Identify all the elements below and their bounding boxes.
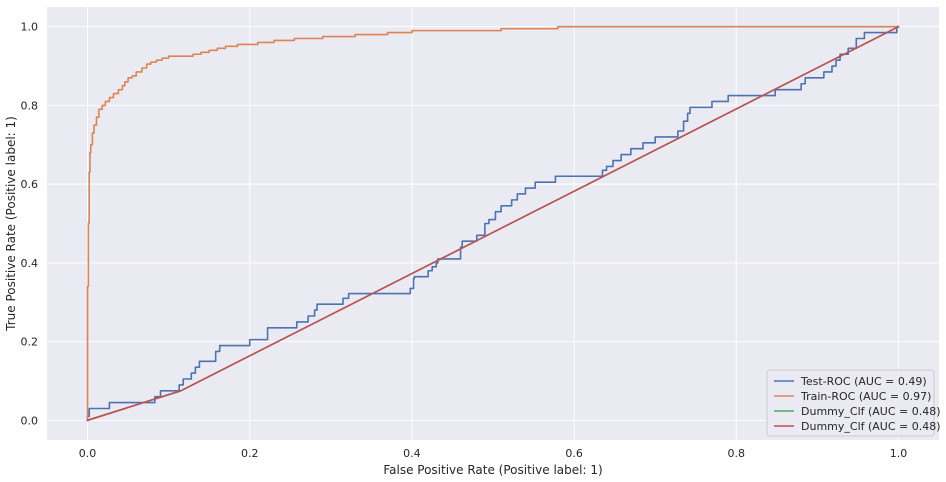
y-axis-label: True Positive Rate (Positive label: 1) (4, 116, 18, 332)
x-tick-label: 0.8 (728, 447, 746, 460)
x-tick-label: 0.4 (403, 447, 421, 460)
legend-entry-label: Test-ROC (AUC = 0.49) (800, 375, 927, 388)
y-tick-label: 0.4 (21, 257, 39, 270)
x-axis-label: False Positive Rate (Positive label: 1) (383, 463, 602, 477)
x-tick-label: 0.6 (565, 447, 583, 460)
y-tick-label: 0.2 (21, 336, 39, 349)
y-tick-label: 0.0 (21, 414, 39, 427)
legend-box (766, 369, 935, 437)
legend-entry-label: Dummy_Clf (AUC = 0.48) (801, 420, 941, 433)
series-line-2 (86, 25, 900, 422)
x-tick-label: 0.2 (241, 447, 259, 460)
y-tick-label: 0.6 (21, 178, 39, 191)
legend-entry-label: Train-ROC (AUC = 0.97) (800, 390, 931, 403)
tick-labels: 0.0 0.2 0.4 0.6 0.8 1.0 0.0 0.2 0.4 0.6 0.8 1.0 (21, 21, 908, 460)
y-tick-label: 1.0 (21, 21, 39, 34)
legend-entry-label: Dummy_Clf (AUC = 0.48) (801, 405, 941, 418)
y-tick-label: 0.8 (21, 99, 39, 112)
x-tick-label: 0.0 (79, 447, 97, 460)
x-tick-label: 1.0 (890, 447, 908, 460)
series-line-4 (86, 25, 900, 422)
legend: Test-ROC (AUC = 0.49) Train-ROC (AUC = 0.… (766, 369, 941, 437)
series-lines (86, 25, 900, 422)
